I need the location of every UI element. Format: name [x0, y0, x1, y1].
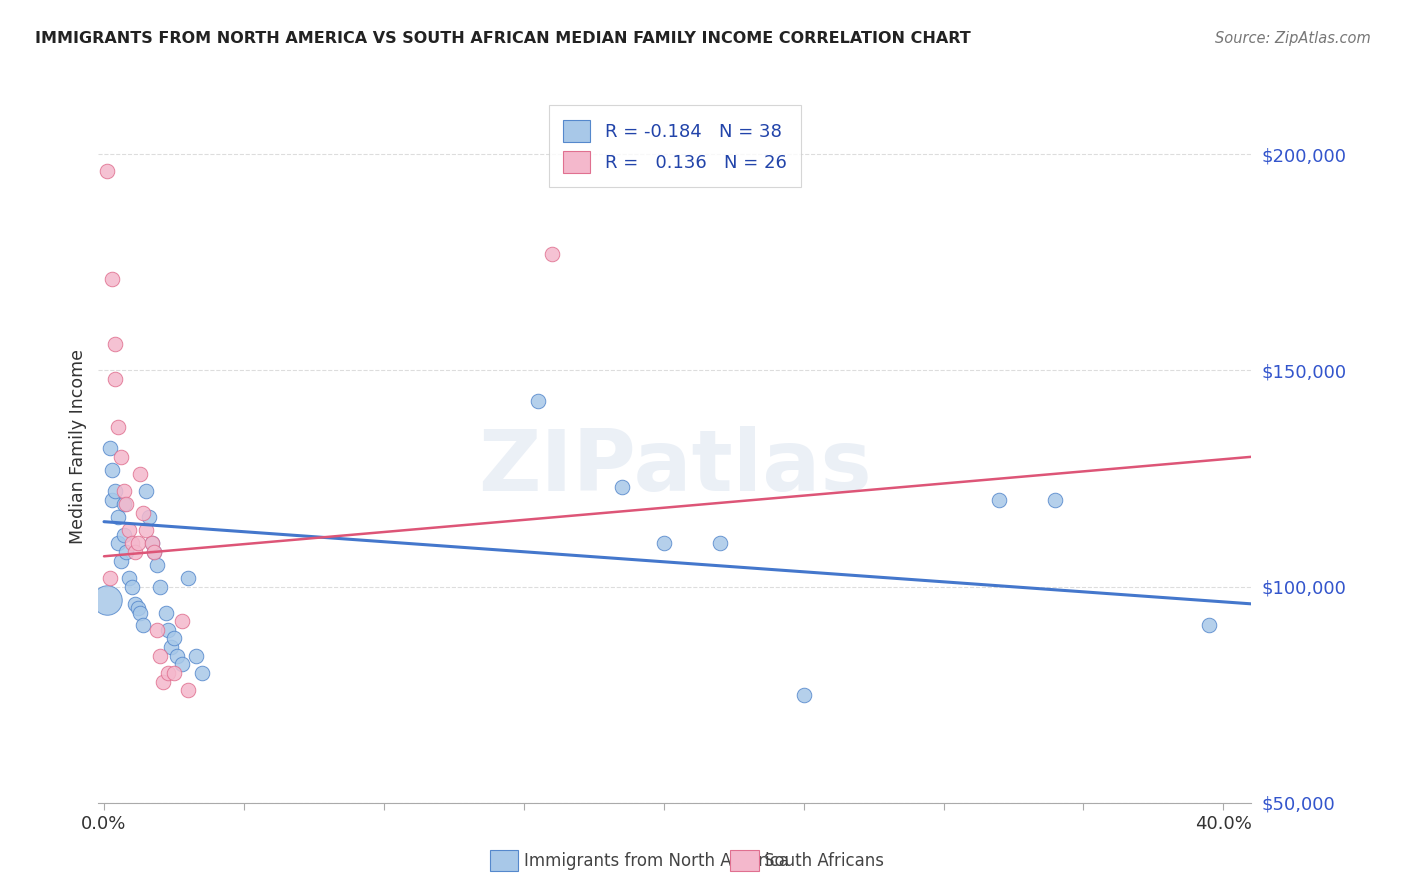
Point	[118, 571, 141, 585]
Point	[98, 441, 121, 455]
Point	[138, 510, 160, 524]
Point	[121, 536, 143, 550]
Point	[112, 497, 135, 511]
Point	[135, 524, 157, 538]
Point	[124, 545, 146, 559]
Point	[163, 632, 186, 646]
Point	[177, 571, 200, 585]
Point	[118, 524, 141, 538]
Point	[135, 484, 157, 499]
Point	[166, 648, 188, 663]
Point	[143, 545, 166, 559]
Text: IMMIGRANTS FROM NORTH AMERICA VS SOUTH AFRICAN MEDIAN FAMILY INCOME CORRELATION : IMMIGRANTS FROM NORTH AMERICA VS SOUTH A…	[35, 31, 972, 46]
Point	[160, 640, 183, 654]
Point	[988, 493, 1011, 508]
Point	[96, 164, 118, 178]
Point	[1198, 618, 1220, 632]
Point	[110, 450, 132, 464]
Point	[104, 484, 127, 499]
Point	[101, 493, 124, 508]
Point	[709, 536, 731, 550]
Point	[107, 510, 129, 524]
Point	[112, 527, 135, 541]
Point	[143, 545, 166, 559]
Point	[112, 484, 135, 499]
Point	[96, 592, 118, 607]
Text: Source: ZipAtlas.com: Source: ZipAtlas.com	[1215, 31, 1371, 46]
Point	[163, 666, 186, 681]
Point	[177, 683, 200, 698]
Point	[186, 648, 208, 663]
Point	[1045, 493, 1067, 508]
Point	[98, 571, 121, 585]
Point	[191, 666, 214, 681]
Point	[610, 480, 633, 494]
Text: ZIPatlas: ZIPatlas	[478, 425, 872, 509]
Point	[793, 688, 815, 702]
Point	[540, 246, 562, 260]
Point	[172, 614, 194, 628]
Point	[121, 580, 143, 594]
Point	[110, 553, 132, 567]
Point	[149, 580, 172, 594]
Point	[124, 597, 146, 611]
Point	[127, 601, 149, 615]
Point	[104, 372, 127, 386]
Point	[146, 558, 169, 572]
Point	[157, 666, 180, 681]
Point	[107, 536, 129, 550]
Point	[172, 657, 194, 672]
Legend: R = -0.184   N = 38, R =   0.136   N = 26: R = -0.184 N = 38, R = 0.136 N = 26	[548, 105, 801, 187]
Point	[132, 618, 155, 632]
Point	[101, 463, 124, 477]
Point	[146, 623, 169, 637]
Point	[141, 536, 163, 550]
Point	[652, 536, 675, 550]
Point	[107, 419, 129, 434]
Point	[129, 606, 152, 620]
Point	[101, 272, 124, 286]
Point	[129, 467, 152, 482]
Point	[526, 393, 548, 408]
Point	[132, 506, 155, 520]
Point	[152, 674, 174, 689]
Point	[155, 606, 177, 620]
Point	[115, 545, 138, 559]
Point	[127, 536, 149, 550]
Point	[149, 648, 172, 663]
Y-axis label: Median Family Income: Median Family Income	[69, 349, 87, 543]
Point	[141, 536, 163, 550]
Point	[157, 623, 180, 637]
Text: Immigrants from North America: Immigrants from North America	[524, 852, 789, 870]
Point	[115, 497, 138, 511]
Text: South Africans: South Africans	[765, 852, 884, 870]
Point	[104, 337, 127, 351]
